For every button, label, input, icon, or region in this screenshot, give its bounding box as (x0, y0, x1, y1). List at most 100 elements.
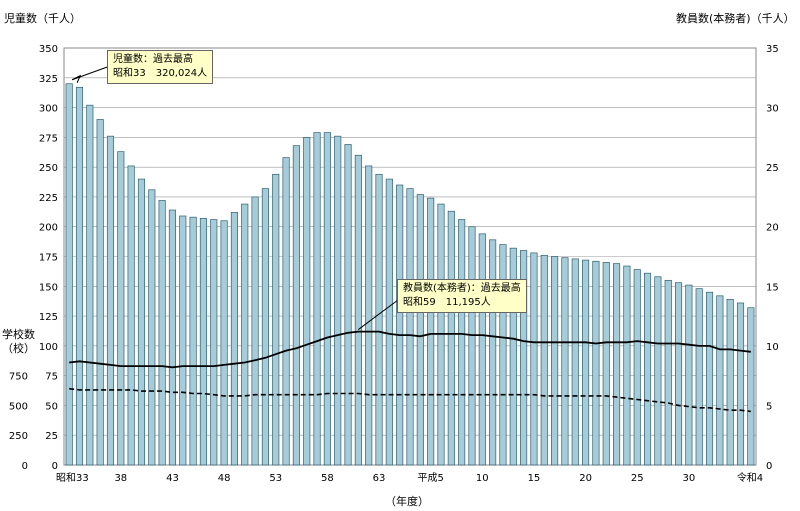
children-bar (416, 194, 424, 466)
children-bar (695, 288, 703, 466)
y-left-tick-label: 225 (39, 193, 58, 204)
children-bar (251, 196, 259, 466)
y-left-tick-label: 275 (39, 133, 58, 144)
children-bar (65, 83, 73, 466)
children-bar (148, 189, 156, 466)
y-school-tick-label: 0 (22, 461, 28, 472)
y-left-tick-label: 325 (39, 74, 58, 85)
children-bar (592, 260, 600, 466)
x-tick-label: 20 (579, 473, 592, 484)
children-bar (375, 173, 383, 466)
children-bar (396, 184, 404, 466)
y-left-axis-title: 児童数（千人） (4, 12, 81, 25)
children-bar (602, 262, 610, 466)
children-bar (354, 154, 362, 466)
children-bar (705, 291, 714, 466)
annotation-max-teachers-line2: 昭和59 11,195人 (403, 297, 491, 308)
children-bar (664, 279, 672, 466)
children-bar (282, 157, 290, 466)
children-bar (86, 104, 94, 466)
children-bar (313, 132, 321, 466)
children-bar (137, 178, 146, 466)
children-bar (613, 263, 621, 466)
children-bar (571, 258, 579, 466)
y-right-tick-label: 20 (766, 223, 779, 234)
x-tick-label: 48 (218, 473, 231, 484)
y-left-tick-label: 300 (39, 104, 58, 115)
annotation-arrowhead (71, 74, 82, 83)
x-tick-label: 15 (528, 473, 541, 484)
children-bar (509, 247, 517, 466)
y-left-tick-label: 25 (45, 431, 58, 442)
children-bar (241, 203, 249, 466)
x-tick-label: 昭和33 (56, 472, 89, 484)
children-bar (385, 178, 393, 466)
children-bar (520, 250, 528, 466)
x-tick-label: 38 (114, 473, 127, 484)
children-bar (716, 295, 724, 466)
y-school-axis-title: 学校数 (2, 328, 35, 341)
children-bar (220, 220, 228, 466)
children-bar (540, 254, 548, 466)
y-left-tick-label: 175 (39, 253, 58, 264)
children-bar (75, 86, 84, 466)
children-bar (633, 269, 641, 466)
y-right-tick-label: 10 (766, 342, 779, 353)
children-bar (179, 215, 187, 466)
children-bar (644, 272, 652, 466)
children-bar (674, 282, 683, 466)
annotation-max-teachers: 教員数(本務者)：過去最高 昭和59 11,195人 (397, 279, 527, 313)
children-bar (489, 239, 497, 466)
y-right-tick-label: 15 (766, 282, 779, 293)
children-bar (478, 233, 486, 466)
x-tick-label: 58 (321, 473, 334, 484)
children-bar (158, 200, 166, 466)
children-bar (106, 135, 115, 466)
schools-line (69, 387, 751, 413)
annotation-max-children-line2: 昭和33 320,024人 (113, 68, 208, 79)
annotation-max-teachers-line1: 教員数(本務者)：過去最高 (403, 283, 521, 294)
children-bar (468, 226, 476, 466)
y-left-tick-label: 100 (39, 342, 58, 353)
children-bar (210, 219, 218, 466)
children-bar (189, 216, 197, 466)
children-bar (365, 165, 373, 466)
children-bar (117, 151, 125, 466)
y-right-tick-label: 35 (766, 44, 779, 55)
y-right-axis-title: 教員数(本務者)（千人） (676, 12, 795, 25)
children-bar (168, 209, 176, 466)
y-left-tick-label: 125 (39, 312, 58, 323)
children-bar (406, 188, 414, 466)
teachers-line (69, 330, 751, 369)
children-bar (199, 218, 207, 466)
y-school-tick-label: 250 (9, 431, 28, 442)
children-bar (747, 307, 755, 466)
y-left-tick-label: 0 (52, 461, 58, 472)
annotation-pointer (71, 65, 111, 81)
y-school-tick-label: 500 (9, 401, 28, 412)
y-school-tick-label: 750 (9, 372, 28, 383)
y-right-tick-label: 30 (766, 104, 779, 115)
y-left-tick-label: 50 (45, 401, 58, 412)
y-left-tick-label: 75 (45, 372, 58, 383)
y-left-tick-label: 250 (39, 163, 58, 174)
annotation-max-children: 児童数：過去最高 昭和33 320,024人 (107, 50, 214, 84)
children-bar (623, 265, 631, 466)
children-bar (499, 244, 507, 466)
annotation-max-children-line1: 児童数：過去最高 (113, 54, 193, 65)
y-right-tick-label: 5 (766, 401, 772, 412)
children-bar (272, 173, 280, 466)
y-left-tick-label: 150 (39, 282, 58, 293)
children-bar (582, 259, 590, 466)
x-tick-label: 53 (269, 473, 282, 484)
children-bar (736, 302, 745, 466)
x-tick-label: 63 (373, 473, 386, 484)
y-left-tick-label: 200 (39, 223, 58, 234)
children-bar (561, 257, 569, 466)
children-bar (303, 137, 311, 466)
children-bar (334, 135, 342, 466)
children-bar (685, 284, 693, 466)
x-tick-label: 令和4 (737, 471, 763, 484)
children-bar (458, 219, 466, 466)
